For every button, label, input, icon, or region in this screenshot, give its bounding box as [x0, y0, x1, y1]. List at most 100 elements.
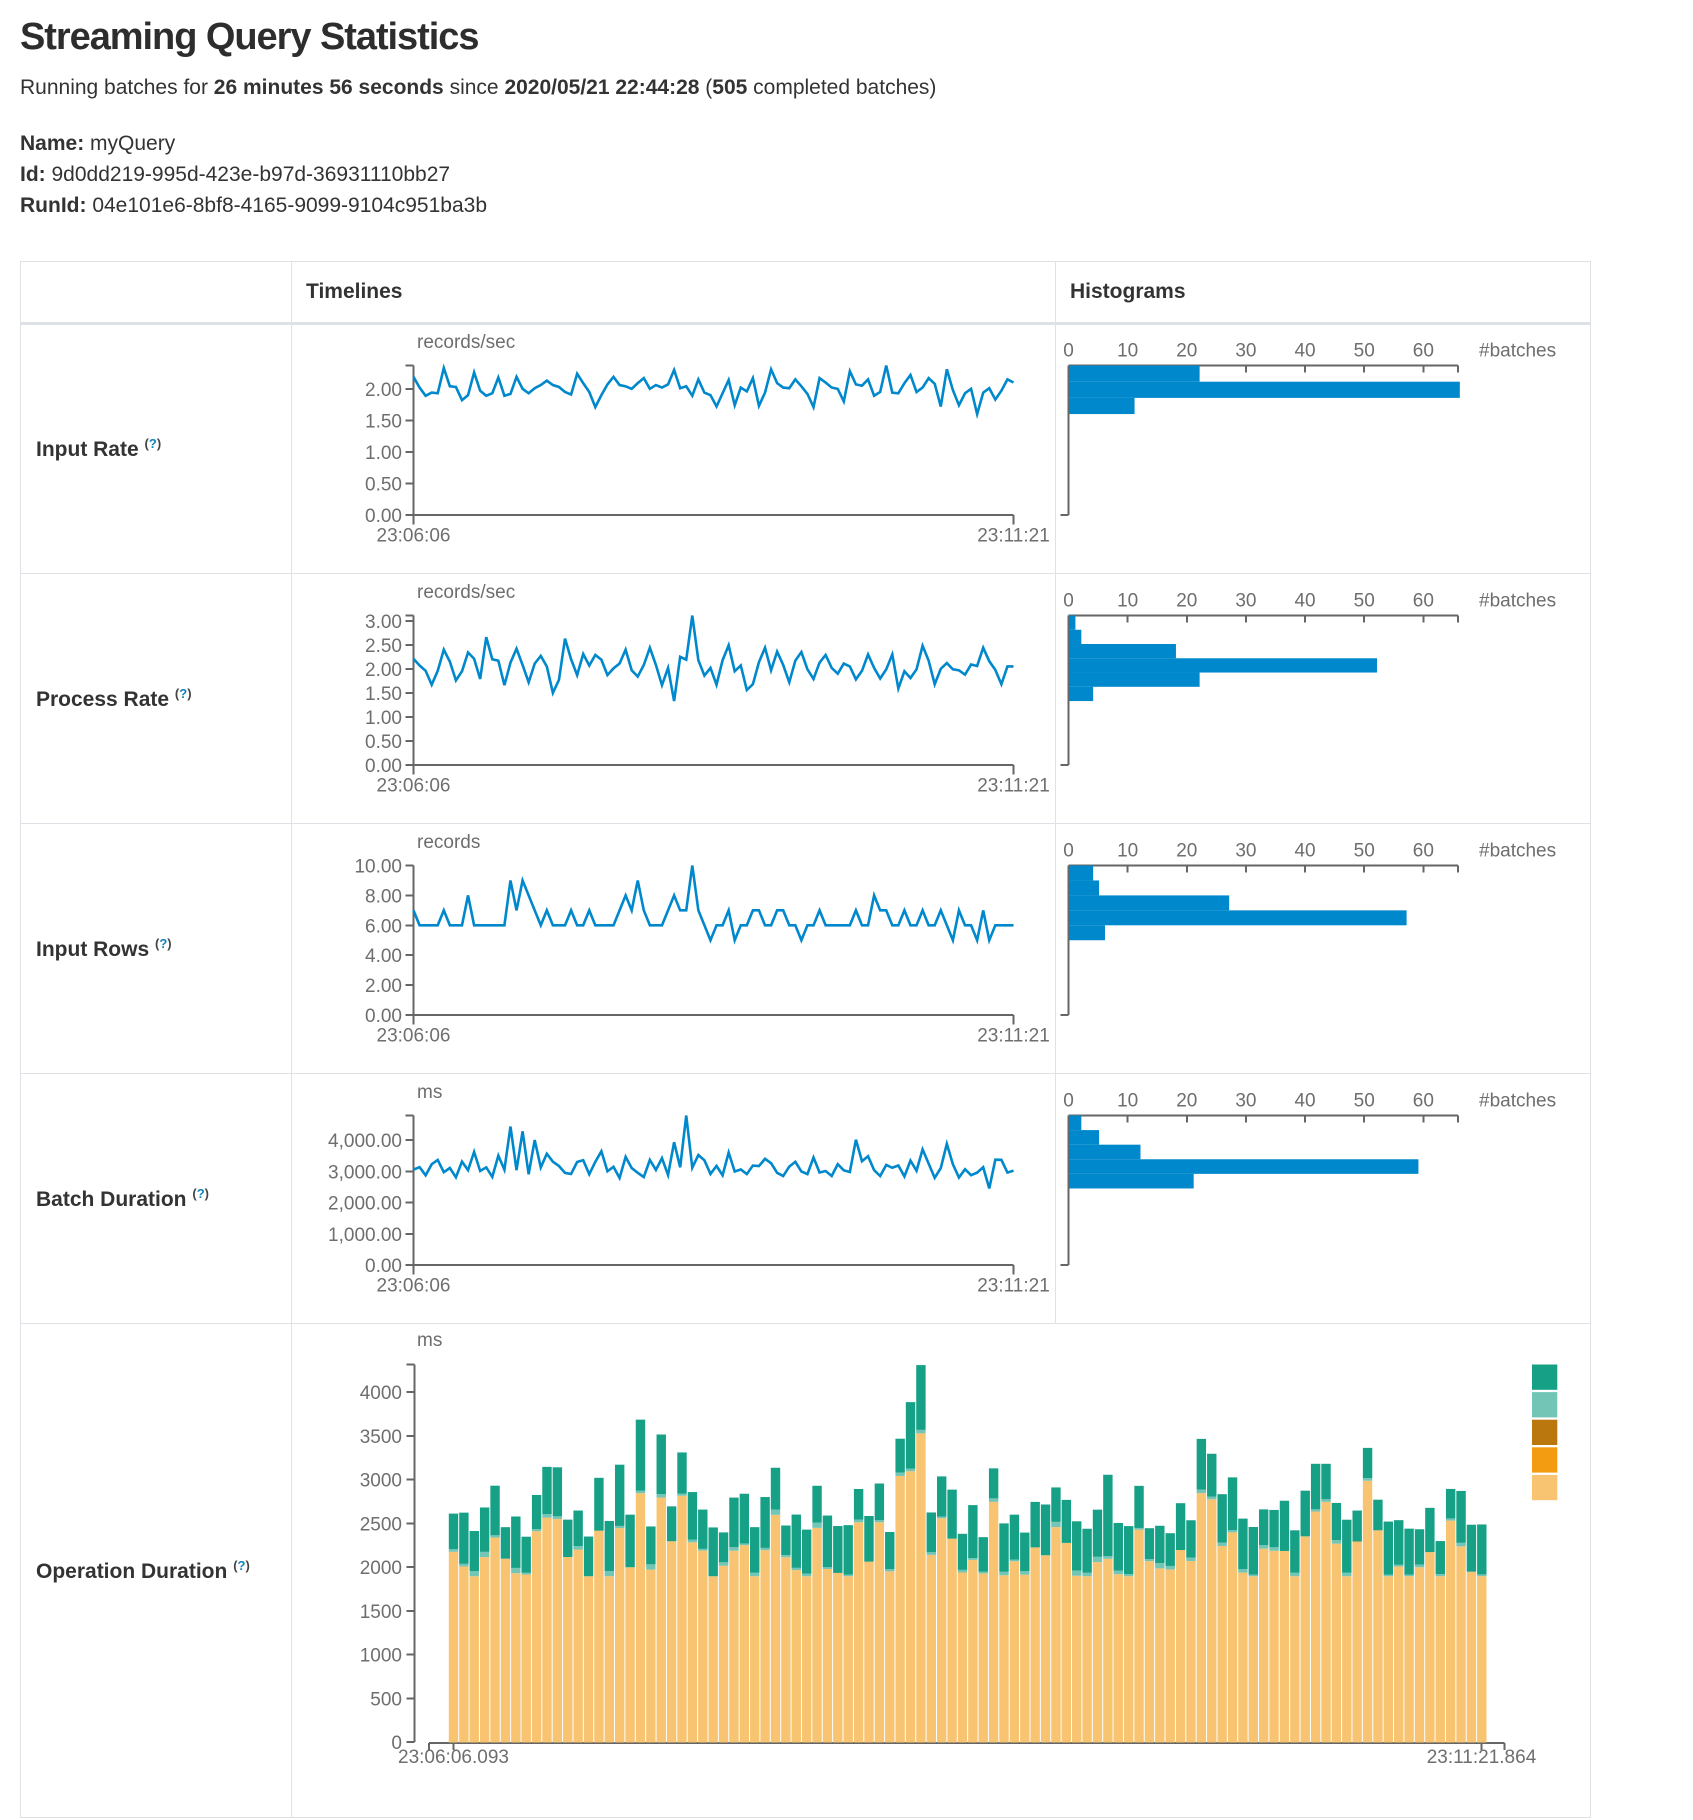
help-tooltip-input-rate[interactable]: (?) — [144, 436, 162, 451]
query-id-label: Id: — [20, 163, 46, 186]
op-bar-segment-light-teal — [1207, 1496, 1217, 1499]
op-bar-segment-light-teal — [614, 1525, 625, 1528]
op-bar-segment-light-teal — [698, 1548, 708, 1551]
timeline-y-tick-label: 2.00 — [365, 976, 402, 997]
op-bar-segment-tan — [1435, 1575, 1445, 1742]
op-bar-segment-teal — [1103, 1474, 1113, 1556]
op-bar-segment-tan — [687, 1541, 698, 1742]
op-bar-segment-tan — [511, 1572, 521, 1742]
timeline-y-tick-label: 3.00 — [365, 611, 402, 632]
query-runid-line: RunId: 04e101e6-8bf8-4165-9099-9104c951b… — [20, 190, 1693, 221]
timeline-y-tick-label: 8.00 — [365, 886, 402, 907]
help-tooltip-process-rate[interactable]: (?) — [174, 685, 192, 701]
help-tooltip-input-rows[interactable]: (?) — [155, 935, 172, 951]
op-bar-segment-tan — [1103, 1558, 1113, 1742]
op-bar-segment-tan — [1321, 1501, 1331, 1742]
op-bar-segment-teal — [1238, 1518, 1248, 1569]
op-bar-segment-tan — [1061, 1542, 1072, 1742]
op-bar-segment-teal — [635, 1419, 646, 1491]
op-bar-segment-light-teal — [905, 1468, 916, 1471]
op-bar-segment-tan — [1373, 1529, 1383, 1742]
help-tooltip-batch-duration[interactable]: (?) — [192, 1185, 209, 1201]
op-bar-segment-tan — [448, 1551, 459, 1742]
op-bar-segment-light-teal — [926, 1551, 936, 1555]
histogram-batches-label: #batches — [1479, 341, 1556, 362]
op-bar-segment-teal — [1300, 1490, 1310, 1536]
op-bar-segment-teal — [988, 1467, 999, 1498]
op-bar-segment-tan — [864, 1561, 874, 1742]
metric-label: Input Rate — [36, 438, 139, 461]
op-bar-segment-tan — [718, 1565, 729, 1742]
op-bar-segment-teal — [1435, 1540, 1445, 1574]
histogram-bar — [1069, 924, 1105, 940]
op-bar-segment-tan — [947, 1538, 957, 1743]
timeline-y-tick-label: 2.50 — [365, 635, 402, 656]
op-bar-segment-light-teal — [1196, 1489, 1207, 1493]
table-header-timelines: Timelines — [291, 261, 1056, 325]
completed-batches-count: 505 — [712, 76, 748, 99]
timeline-unit-label: records — [417, 832, 480, 853]
op-bar-segment-tan — [708, 1575, 718, 1742]
histogram-bar — [1069, 657, 1378, 673]
op-legend-swatch — [1532, 1391, 1558, 1417]
histogram-x-tick-label: 30 — [1235, 1090, 1256, 1111]
op-bar-segment-light-teal — [542, 1513, 552, 1518]
op-bar-segment-tan — [1207, 1498, 1217, 1742]
histogram-bar — [1069, 672, 1200, 687]
histogram-bar — [1069, 1173, 1194, 1188]
op-bar-segment-light-teal — [781, 1554, 791, 1557]
op-bar-segment-light-teal — [760, 1547, 770, 1550]
op-bar-segment-teal — [1072, 1520, 1082, 1570]
query-runid-value: 04e101e6-8bf8-4165-9099-9104c951ba3b — [86, 194, 488, 217]
op-bar-segment-tan — [750, 1575, 760, 1742]
op-bar-segment-teal — [594, 1477, 604, 1531]
timeline-x-end-label: 23:11:21 — [977, 775, 1050, 796]
histogram-x-tick-label: 10 — [1117, 840, 1138, 861]
op-bar-segment-tan — [1175, 1549, 1186, 1742]
timeline-x-start-label: 23:06:06 — [377, 526, 451, 547]
op-bar-segment-teal — [1352, 1510, 1362, 1542]
op-bar-segment-teal — [1456, 1490, 1466, 1543]
op-bar-segment-tan — [1082, 1575, 1092, 1742]
op-bar-segment-teal — [926, 1511, 936, 1552]
op-bar-segment-teal — [1310, 1463, 1321, 1509]
op-bar-segment-teal — [781, 1525, 791, 1555]
op-bar-segment-tan — [1342, 1575, 1352, 1742]
op-bar-segment-tan — [1144, 1560, 1155, 1742]
row-label-batch-duration: Batch Duration (?) — [20, 1073, 292, 1324]
timeline-y-tick-label: 0.00 — [365, 756, 402, 777]
timeline-cell-batch-duration: ms 0.00 1,000.00 2,000.00 3,000.00 4,000.00 23… — [291, 1073, 1056, 1324]
timeline-y-tick-label: 1.00 — [365, 707, 402, 728]
timeline-y-tick-label: 6.00 — [365, 916, 402, 937]
histogram-x-tick-label: 60 — [1413, 1090, 1434, 1111]
op-x-end-label: 23:11:21.864 — [1427, 1747, 1537, 1768]
op-bar-segment-teal — [1186, 1519, 1196, 1558]
histogram-chart-input-rate: 0 10 20 30 40 50 60 #batches — [1060, 341, 1556, 516]
op-bar-segment-tan — [1466, 1571, 1477, 1742]
statistics-table: Timelines Histograms Input Rate (?) recor… — [20, 261, 1591, 1818]
op-bar-segment-light-teal — [978, 1571, 988, 1573]
timeline-x-start-label: 23:06:06 — [377, 1275, 451, 1296]
op-bar-segment-tan — [646, 1569, 656, 1742]
timeline-chart-input-rate: records/sec 0.00 0.50 1.00 1.50 2.00 23:06:06 2… — [365, 332, 1050, 547]
op-bar-segment-teal — [521, 1536, 531, 1573]
op-bar-segment-tan — [1269, 1550, 1279, 1742]
timeline-y-tick-label: 0.50 — [365, 731, 402, 752]
op-legend-swatch — [1532, 1419, 1558, 1445]
op-bar-segment-tan — [1352, 1541, 1362, 1742]
histogram-x-tick-label: 20 — [1176, 840, 1197, 861]
help-tooltip-operation-duration[interactable]: (?) — [233, 1557, 250, 1573]
table-row-input-rows: Input Rows (?) records 0.00 2.00 4.00 6.00 8.0… — [20, 823, 1591, 1074]
op-bar-segment-light-teal — [988, 1497, 999, 1502]
table-row-input-rate: Input Rate (?) records/sec 0.00 0.50 1.00 1.5… — [20, 323, 1591, 574]
op-bar-segment-tan — [583, 1575, 594, 1742]
op-bar-segment-light-teal — [448, 1548, 459, 1552]
op-bar-segment-teal — [1290, 1529, 1300, 1573]
op-bar-segment-teal — [583, 1536, 594, 1576]
op-bar-segment-teal — [760, 1496, 770, 1548]
op-bar-segment-teal — [1051, 1486, 1061, 1522]
query-id-line: Id: 9d0dd219-995d-423e-b97d-36931110bb27 — [20, 159, 1693, 190]
op-bar-segment-tan — [490, 1536, 500, 1742]
histogram-x-tick-label: 50 — [1354, 840, 1375, 861]
timeline-x-end-label: 23:11:21 — [977, 1025, 1050, 1046]
